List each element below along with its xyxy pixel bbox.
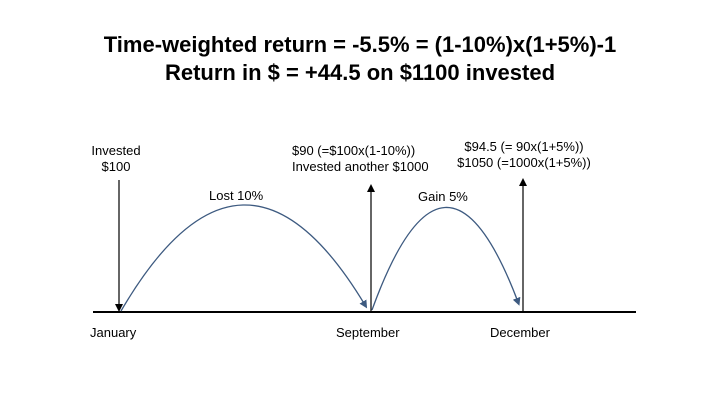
- september-label-line1: $90 (=$100x(1-10%)): [292, 143, 416, 158]
- september-label-line2: Invested another $1000: [292, 159, 429, 174]
- january-label: January: [90, 325, 137, 340]
- invested-label: Invested $100: [84, 143, 148, 175]
- december-label-line2: $1050 (=1000x(1+5%)): [457, 155, 591, 170]
- december-axis-label: December: [490, 325, 550, 340]
- lost-label: Lost 10%: [209, 188, 264, 203]
- invested-label-line2: $100: [101, 159, 131, 174]
- december-label-line1: $94.5 (= 90x(1+5%)): [464, 139, 584, 154]
- gain-label: Gain 5%: [418, 189, 468, 204]
- september-label: $90 (=$100x(1-10%)) Invested another $10…: [292, 143, 429, 175]
- invested-label-line1: Invested: [91, 143, 141, 158]
- december-label: $94.5 (= 90x(1+5%)) $1050 (=1000x(1+5%)): [446, 139, 602, 171]
- gain-curve: [371, 206, 521, 311]
- title-line-1: Time-weighted return = -5.5% = (1-10%)x(…: [103, 32, 617, 57]
- september-axis-label: September: [336, 325, 400, 340]
- loss-curve: [120, 204, 368, 312]
- title-line-2: Return in $ = +44.5 on $1100 invested: [164, 60, 556, 85]
